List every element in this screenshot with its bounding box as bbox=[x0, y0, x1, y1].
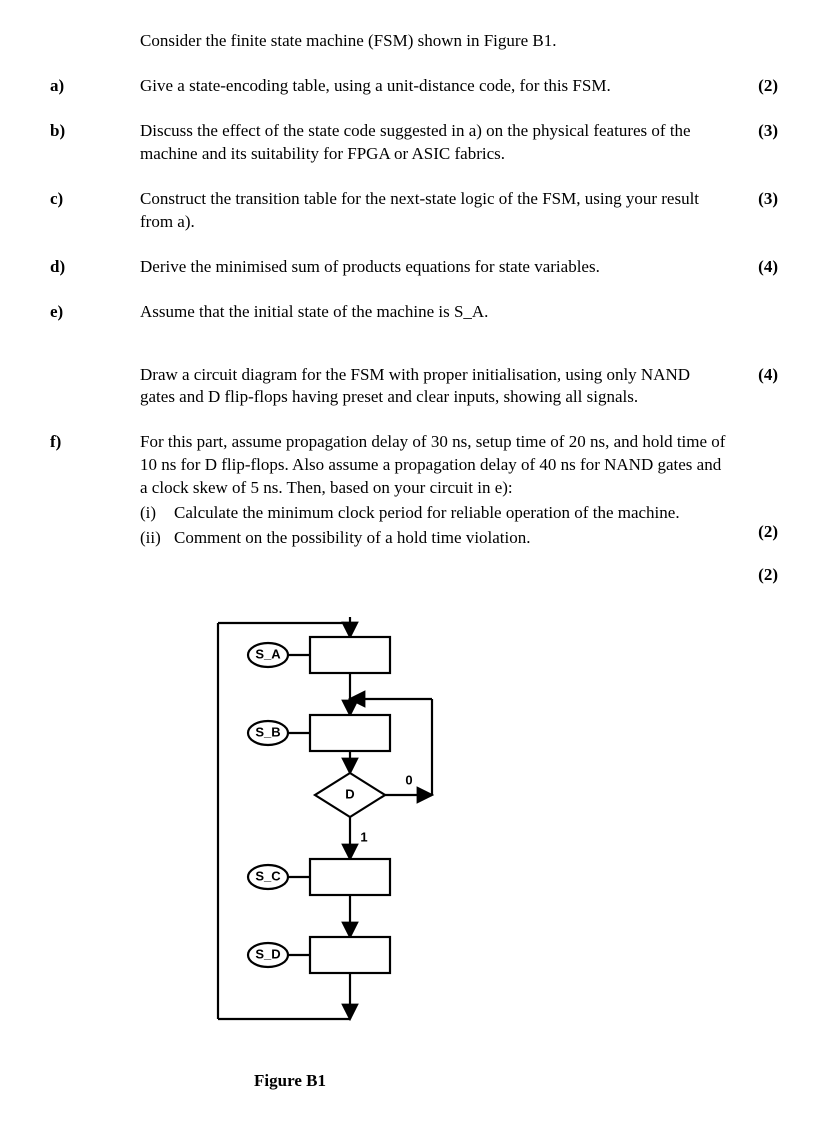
fsm-flowchart: S_A S_B D 0 1 S_C S_D bbox=[200, 609, 460, 1059]
part-f-i-marks: (2) bbox=[738, 521, 778, 544]
part-e-line2: Draw a circuit diagram for the FSM with … bbox=[140, 364, 738, 410]
part-f-i-label: (i) bbox=[140, 502, 174, 525]
svg-text:S_C: S_C bbox=[255, 869, 281, 884]
part-c-text: Construct the transition table for the n… bbox=[140, 188, 738, 234]
part-f-ii-marks: (2) bbox=[738, 564, 778, 587]
part-e-cont: Draw a circuit diagram for the FSM with … bbox=[50, 364, 778, 410]
part-f: f) For this part, assume propagation del… bbox=[50, 431, 778, 587]
part-f-i-text: Calculate the minimum clock period for r… bbox=[174, 502, 728, 525]
part-f-i: (i) Calculate the minimum clock period f… bbox=[140, 502, 728, 525]
svg-text:S_A: S_A bbox=[255, 647, 281, 662]
part-e-body: Assume that the initial state of the mac… bbox=[140, 301, 738, 342]
part-f-label: f) bbox=[50, 431, 140, 587]
part-d-text: Derive the minimised sum of products equ… bbox=[140, 256, 738, 279]
part-d: d) Derive the minimised sum of products … bbox=[50, 256, 778, 279]
part-b-marks: (3) bbox=[738, 120, 778, 166]
part-b-label: b) bbox=[50, 120, 140, 166]
intro-text: Consider the finite state machine (FSM) … bbox=[140, 30, 778, 53]
part-a-text: Give a state-encoding table, using a uni… bbox=[140, 75, 738, 98]
part-f-intro: For this part, assume propagation delay … bbox=[140, 431, 728, 500]
part-f-body: For this part, assume propagation delay … bbox=[140, 431, 738, 587]
part-c-label: c) bbox=[50, 188, 140, 234]
figure-b1: S_AS_BD01S_CS_D Figure B1 bbox=[200, 609, 778, 1093]
part-e-marks: (4) bbox=[738, 364, 778, 410]
part-d-marks: (4) bbox=[738, 256, 778, 279]
svg-text:D: D bbox=[345, 787, 354, 802]
svg-text:S_B: S_B bbox=[255, 725, 280, 740]
part-a: a) Give a state-encoding table, using a … bbox=[50, 75, 778, 98]
part-c: c) Construct the transition table for th… bbox=[50, 188, 778, 234]
part-b-text: Discuss the effect of the state code sug… bbox=[140, 120, 738, 166]
svg-text:0: 0 bbox=[405, 773, 412, 788]
part-a-label: a) bbox=[50, 75, 140, 98]
part-f-ii: (ii) Comment on the possibility of a hol… bbox=[140, 527, 728, 550]
part-e-line1: Assume that the initial state of the mac… bbox=[140, 301, 728, 324]
part-c-marks: (3) bbox=[738, 188, 778, 234]
part-f-ii-text: Comment on the possibility of a hold tim… bbox=[174, 527, 728, 550]
figure-caption: Figure B1 bbox=[170, 1070, 410, 1093]
part-d-label: d) bbox=[50, 256, 140, 279]
part-e-label: e) bbox=[50, 301, 140, 342]
svg-text:S_D: S_D bbox=[255, 947, 280, 962]
part-f-ii-label: (ii) bbox=[140, 527, 174, 550]
part-e: e) Assume that the initial state of the … bbox=[50, 301, 778, 342]
svg-text:1: 1 bbox=[360, 830, 367, 845]
part-a-marks: (2) bbox=[738, 75, 778, 98]
part-b: b) Discuss the effect of the state code … bbox=[50, 120, 778, 166]
